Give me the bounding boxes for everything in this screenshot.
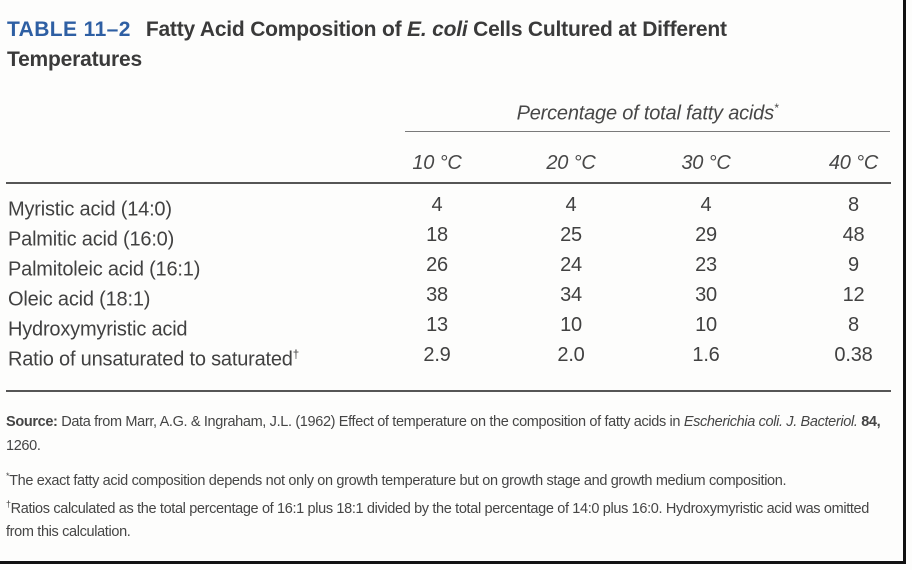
cell-value: 1.6 [692, 344, 720, 366]
cell-value: 4 [431, 194, 443, 216]
footnote-dagger: †Ratios calculated as the total percenta… [6, 493, 894, 544]
row-label-text: Myristic acid (14:0) [8, 198, 172, 221]
cell-value: 10 [560, 314, 582, 336]
cell-value: 8 [848, 314, 859, 336]
row-label-text: Ratio of unsaturated to saturated [8, 348, 293, 371]
cell-value: 2.9 [423, 344, 451, 366]
asterisk-mark: * [773, 101, 779, 115]
row-label: Myristic acid (14:0) [6, 190, 378, 221]
cell-value: 13 [426, 314, 448, 336]
cell-value: 38 [426, 284, 448, 306]
group-header-rule [405, 131, 890, 132]
cell-value: 29 [695, 224, 717, 246]
cell-value: 30 [695, 284, 717, 306]
cell-value: 8 [848, 194, 859, 216]
cell-value: 48 [842, 224, 865, 246]
col-header-30c: 30 °C [681, 152, 731, 174]
cell-value: 4 [700, 194, 712, 216]
source-text-post: 1260. [6, 438, 41, 454]
dagger-mark: † [6, 499, 11, 509]
group-header-text: Percentage of total fatty acids [516, 102, 774, 125]
row-label: Ratio of unsaturated to saturated† [6, 340, 378, 371]
empty-corner-cell [6, 144, 378, 182]
rule-heavy-bottom [6, 390, 891, 392]
source-label: Source: [6, 414, 58, 430]
cell-value: 34 [560, 284, 582, 306]
cell-value: 2.0 [557, 344, 585, 366]
dagger-mark: † [292, 348, 299, 361]
footnote-text: Ratios calculated as the total percentag… [6, 500, 869, 540]
table-title-text-post: Cells Cultured at Different Temperatures [7, 18, 727, 71]
table-title: TABLE 11–2 Fatty Acid Composition of E. c… [7, 15, 799, 75]
source-volume-bold: 84, [857, 414, 881, 430]
row-label: Oleic acid (18:1) [6, 280, 378, 311]
cell-value: 10 [695, 314, 717, 336]
cell-value: 9 [848, 254, 859, 276]
source-citation-italic: Escherichia coli. J. Bacteriol. [683, 414, 858, 430]
col-header-20c: 20 °C [546, 152, 596, 174]
row-label-text: Oleic acid (18:1) [8, 288, 151, 311]
row-label: Palmitoleic acid (16:1) [6, 250, 378, 281]
source-text-pre: Data from Marr, A.G. & Ingraham, J.L. (1… [57, 414, 684, 430]
cell-value: 12 [842, 284, 865, 306]
cell-value: 23 [695, 254, 717, 276]
row-label: Hydroxymyristic acid [6, 310, 378, 341]
cell-value: 0.38 [834, 344, 873, 366]
row-label-text: Hydroxymyristic acid [8, 318, 188, 341]
rule-heavy-top [6, 182, 891, 184]
row-label-text: Palmitoleic acid (16:1) [8, 258, 201, 281]
fatty-acid-table: 10 °C 20 °C 30 °C 40 °C Myristic acid (1… [6, 144, 891, 392]
table-number-label: TABLE 11–2 [7, 18, 131, 41]
source-note: Source: Data from Marr, A.G. & Ingraham,… [6, 410, 894, 458]
col-header-10c: 10 °C [412, 152, 462, 174]
cell-value: 24 [560, 254, 582, 276]
footnote-text: The exact fatty acid composition depends… [9, 472, 787, 489]
column-group-header: Percentage of total fatty acids* [405, 101, 890, 126]
asterisk-mark: * [6, 471, 10, 481]
col-header-40c: 40 °C [828, 152, 879, 174]
row-label: Palmitic acid (16:0) [6, 220, 378, 251]
row-label-text: Palmitic acid (16:0) [8, 228, 175, 251]
cell-value: 18 [426, 224, 448, 246]
table-title-species-italic: E. coli [407, 18, 468, 41]
footnote-asterisk: *The exact fatty acid composition depend… [6, 464, 894, 493]
cell-value: 25 [560, 224, 582, 246]
cell-value: 4 [565, 194, 577, 216]
table-title-text-pre: Fatty Acid Composition of [145, 18, 408, 41]
cell-value: 26 [426, 254, 448, 276]
